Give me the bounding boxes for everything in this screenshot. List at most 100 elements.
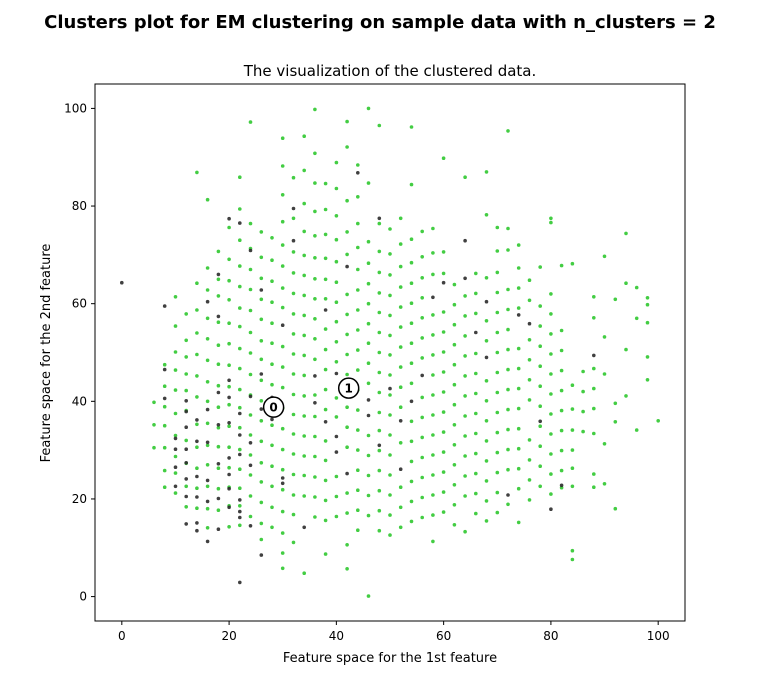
point-cluster-1 bbox=[398, 285, 403, 289]
point-cluster-0 bbox=[216, 390, 221, 395]
point-cluster-1 bbox=[388, 433, 392, 437]
point-cluster-1 bbox=[452, 402, 457, 407]
point-cluster-1 bbox=[452, 423, 457, 427]
point-cluster-0 bbox=[506, 493, 510, 497]
point-cluster-1 bbox=[195, 374, 199, 378]
point-cluster-1 bbox=[345, 543, 349, 547]
point-cluster-1 bbox=[313, 297, 317, 301]
point-cluster-1 bbox=[516, 266, 521, 270]
point-cluster-1 bbox=[248, 473, 253, 477]
point-cluster-1 bbox=[345, 511, 349, 515]
point-cluster-0 bbox=[398, 467, 403, 472]
point-cluster-1 bbox=[495, 410, 500, 415]
point-cluster-1 bbox=[323, 458, 328, 463]
point-cluster-1 bbox=[280, 509, 285, 514]
point-cluster-0 bbox=[592, 353, 596, 358]
point-cluster-1 bbox=[506, 347, 510, 352]
point-cluster-1 bbox=[173, 471, 178, 475]
point-cluster-1 bbox=[484, 499, 489, 503]
point-cluster-0 bbox=[216, 462, 221, 466]
point-cluster-1 bbox=[280, 426, 285, 431]
point-cluster-1 bbox=[248, 120, 253, 124]
point-cluster-1 bbox=[280, 531, 285, 535]
point-cluster-1 bbox=[420, 475, 425, 480]
point-cluster-1 bbox=[195, 486, 199, 491]
point-cluster-1 bbox=[313, 515, 317, 519]
point-cluster-1 bbox=[463, 294, 467, 298]
point-cluster-1 bbox=[398, 525, 403, 530]
plot-area bbox=[94, 83, 686, 622]
y-tick-label: 80 bbox=[72, 199, 87, 213]
point-cluster-1 bbox=[173, 454, 178, 459]
point-cluster-1 bbox=[323, 297, 328, 301]
point-cluster-1 bbox=[334, 396, 339, 400]
point-cluster-1 bbox=[291, 216, 296, 221]
point-cluster-1 bbox=[506, 287, 510, 292]
point-cluster-1 bbox=[152, 400, 156, 405]
point-cluster-1 bbox=[162, 362, 167, 367]
point-cluster-1 bbox=[441, 450, 446, 454]
point-cluster-1 bbox=[559, 328, 564, 333]
x-axis-label: Feature space for the 1st feature bbox=[283, 651, 497, 666]
point-cluster-1 bbox=[388, 293, 392, 298]
point-cluster-1 bbox=[173, 491, 178, 495]
point-cluster-1 bbox=[356, 348, 360, 352]
point-cluster-1 bbox=[452, 443, 457, 447]
point-cluster-1 bbox=[441, 330, 446, 334]
point-cluster-1 bbox=[581, 369, 585, 374]
point-cluster-1 bbox=[195, 506, 199, 511]
point-cluster-1 bbox=[216, 277, 221, 282]
point-cluster-1 bbox=[420, 495, 425, 500]
point-cluster-1 bbox=[259, 317, 264, 322]
point-cluster-1 bbox=[173, 433, 178, 438]
point-cluster-1 bbox=[184, 372, 188, 376]
point-cluster-1 bbox=[248, 287, 253, 292]
point-cluster-1 bbox=[527, 378, 532, 382]
point-cluster-1 bbox=[248, 494, 253, 498]
point-cluster-0 bbox=[238, 580, 242, 585]
point-cluster-0 bbox=[227, 486, 231, 491]
point-cluster-1 bbox=[463, 374, 467, 378]
point-cluster-1 bbox=[538, 384, 542, 389]
point-cluster-1 bbox=[506, 307, 510, 312]
point-cluster-1 bbox=[345, 198, 349, 203]
point-cluster-1 bbox=[506, 367, 510, 372]
point-cluster-1 bbox=[227, 278, 231, 283]
point-cluster-1 bbox=[420, 395, 425, 400]
point-cluster-1 bbox=[366, 473, 371, 478]
point-cluster-1 bbox=[248, 433, 253, 437]
point-cluster-1 bbox=[538, 484, 542, 489]
point-cluster-1 bbox=[463, 334, 467, 338]
point-cluster-1 bbox=[323, 232, 328, 237]
point-cluster-1 bbox=[398, 264, 403, 269]
point-cluster-1 bbox=[248, 267, 253, 272]
point-cluster-0 bbox=[173, 447, 178, 452]
point-cluster-0 bbox=[184, 461, 188, 465]
point-cluster-1 bbox=[313, 234, 317, 238]
point-cluster-1 bbox=[366, 381, 371, 386]
point-cluster-1 bbox=[173, 324, 178, 328]
point-cluster-1 bbox=[313, 454, 317, 459]
point-cluster-1 bbox=[259, 537, 264, 542]
point-cluster-1 bbox=[559, 388, 564, 393]
point-cluster-1 bbox=[441, 271, 446, 276]
point-cluster-1 bbox=[516, 466, 521, 471]
point-cluster-1 bbox=[270, 236, 274, 240]
point-cluster-1 bbox=[366, 106, 371, 111]
point-cluster-1 bbox=[516, 286, 521, 290]
point-cluster-0 bbox=[420, 373, 425, 378]
point-cluster-1 bbox=[280, 164, 285, 168]
point-cluster-1 bbox=[474, 471, 478, 476]
point-cluster-1 bbox=[162, 404, 167, 409]
point-cluster-1 bbox=[238, 238, 242, 242]
point-cluster-1 bbox=[624, 394, 628, 398]
point-cluster-0 bbox=[227, 395, 231, 400]
point-cluster-1 bbox=[431, 333, 435, 337]
point-cluster-0 bbox=[549, 507, 553, 512]
x-tick-label: 20 bbox=[221, 629, 236, 643]
point-cluster-1 bbox=[624, 281, 628, 286]
point-cluster-1 bbox=[506, 467, 510, 472]
y-axis-ticks: 0 20 40 60 80 100 bbox=[64, 101, 95, 604]
point-cluster-1 bbox=[388, 353, 392, 357]
point-cluster-1 bbox=[431, 272, 435, 277]
